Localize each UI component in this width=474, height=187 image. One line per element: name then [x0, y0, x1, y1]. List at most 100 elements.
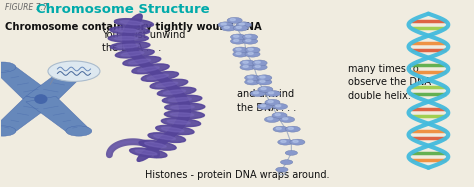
Text: FIGURE 7.7: FIGURE 7.7	[5, 3, 51, 12]
Polygon shape	[0, 96, 56, 133]
Ellipse shape	[139, 140, 176, 150]
Ellipse shape	[116, 29, 139, 32]
Ellipse shape	[171, 105, 194, 109]
Circle shape	[248, 52, 253, 54]
Circle shape	[240, 64, 255, 70]
Ellipse shape	[109, 27, 150, 35]
Circle shape	[248, 76, 253, 78]
Ellipse shape	[154, 135, 175, 140]
Circle shape	[243, 34, 258, 40]
Ellipse shape	[123, 37, 137, 55]
Circle shape	[278, 139, 293, 145]
Circle shape	[276, 127, 282, 129]
Circle shape	[281, 140, 286, 142]
Circle shape	[239, 23, 245, 25]
Ellipse shape	[148, 68, 171, 85]
Circle shape	[227, 17, 242, 23]
Circle shape	[273, 104, 288, 109]
Text: Chromosome Structure: Chromosome Structure	[36, 3, 210, 16]
Ellipse shape	[173, 113, 189, 131]
Circle shape	[273, 126, 288, 132]
Circle shape	[234, 39, 239, 42]
Ellipse shape	[161, 118, 201, 127]
Ellipse shape	[131, 53, 152, 70]
Circle shape	[260, 105, 265, 107]
Circle shape	[255, 61, 260, 63]
Circle shape	[221, 25, 236, 31]
Circle shape	[290, 139, 305, 145]
Circle shape	[260, 76, 265, 78]
Circle shape	[233, 47, 248, 53]
Ellipse shape	[179, 105, 191, 124]
Ellipse shape	[137, 67, 159, 72]
Circle shape	[243, 38, 258, 44]
Ellipse shape	[163, 90, 186, 94]
Ellipse shape	[137, 144, 159, 161]
Circle shape	[265, 91, 281, 96]
Circle shape	[236, 26, 241, 28]
Ellipse shape	[175, 90, 190, 108]
Ellipse shape	[120, 21, 143, 25]
Circle shape	[252, 64, 267, 70]
Circle shape	[268, 92, 273, 94]
Ellipse shape	[170, 113, 194, 116]
Ellipse shape	[156, 125, 194, 134]
Ellipse shape	[156, 82, 178, 87]
Circle shape	[240, 60, 255, 66]
Circle shape	[243, 61, 248, 63]
Ellipse shape	[123, 22, 136, 40]
Ellipse shape	[126, 45, 144, 62]
Circle shape	[261, 88, 266, 90]
Polygon shape	[26, 65, 90, 102]
Circle shape	[230, 19, 236, 21]
Ellipse shape	[66, 126, 92, 136]
Circle shape	[257, 104, 273, 109]
Ellipse shape	[135, 150, 157, 155]
Circle shape	[268, 101, 273, 103]
Ellipse shape	[66, 62, 92, 72]
Ellipse shape	[115, 49, 154, 58]
Ellipse shape	[167, 120, 190, 124]
Circle shape	[246, 35, 251, 37]
Circle shape	[255, 65, 260, 68]
Ellipse shape	[0, 126, 16, 136]
Circle shape	[245, 51, 260, 57]
Circle shape	[248, 80, 253, 82]
Ellipse shape	[146, 137, 169, 154]
Ellipse shape	[165, 121, 184, 139]
Circle shape	[283, 118, 288, 120]
Ellipse shape	[162, 95, 202, 104]
Circle shape	[236, 22, 251, 28]
Ellipse shape	[156, 129, 178, 146]
Ellipse shape	[147, 74, 169, 79]
Ellipse shape	[179, 98, 191, 116]
Circle shape	[236, 48, 241, 50]
Circle shape	[252, 60, 267, 66]
Ellipse shape	[0, 62, 16, 72]
Circle shape	[280, 117, 295, 122]
Circle shape	[260, 80, 265, 82]
Circle shape	[293, 140, 298, 142]
Circle shape	[233, 25, 248, 31]
Circle shape	[250, 91, 265, 96]
Ellipse shape	[110, 42, 150, 50]
Ellipse shape	[150, 79, 188, 89]
Ellipse shape	[139, 60, 162, 77]
Ellipse shape	[121, 52, 144, 56]
Ellipse shape	[132, 64, 169, 74]
Circle shape	[272, 112, 287, 118]
Text: You must unwind
the DNA . . .: You must unwind the DNA . . .	[102, 30, 186, 53]
Circle shape	[285, 126, 300, 132]
Ellipse shape	[116, 44, 139, 48]
Ellipse shape	[158, 76, 180, 93]
Circle shape	[218, 22, 233, 28]
Circle shape	[276, 167, 288, 172]
Circle shape	[288, 127, 293, 129]
Ellipse shape	[128, 59, 151, 64]
Ellipse shape	[165, 103, 205, 111]
Text: many times to
observe the DNA
double helix.: many times to observe the DNA double hel…	[348, 64, 431, 101]
Ellipse shape	[162, 127, 184, 132]
Circle shape	[221, 23, 226, 25]
Circle shape	[245, 79, 260, 85]
Ellipse shape	[126, 14, 142, 32]
